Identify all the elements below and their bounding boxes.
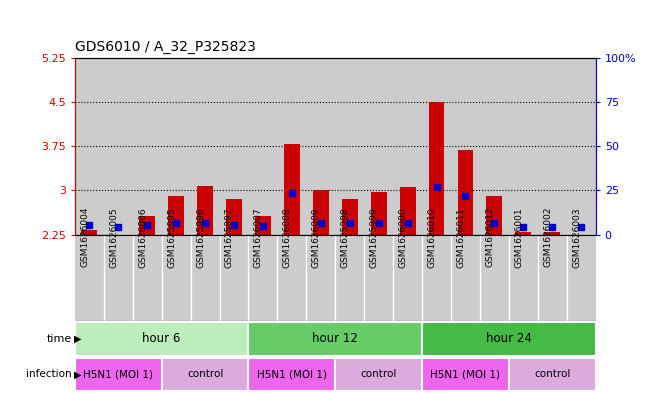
Bar	[342, 199, 357, 235]
Bar	[307, 235, 335, 321]
Bar	[219, 235, 249, 321]
Bar	[538, 58, 567, 235]
Text: infection: infection	[26, 369, 72, 379]
Bar	[451, 235, 480, 321]
Bar	[168, 196, 184, 235]
Bar	[509, 235, 538, 321]
Bar	[249, 58, 277, 235]
Bar	[335, 58, 364, 235]
Bar	[133, 235, 161, 321]
Bar	[422, 58, 451, 235]
Bar	[393, 58, 422, 235]
Text: GSM1626006: GSM1626006	[138, 207, 147, 268]
Bar	[75, 235, 104, 321]
Bar	[277, 58, 307, 235]
Text: H5N1 (MOI 1): H5N1 (MOI 1)	[430, 369, 501, 379]
Bar	[110, 235, 126, 236]
Bar	[81, 230, 97, 235]
Text: GSM1626008: GSM1626008	[283, 207, 292, 268]
Text: GSM1625995: GSM1625995	[167, 207, 176, 268]
Text: GSM1626012: GSM1626012	[486, 207, 494, 268]
Bar	[307, 58, 335, 235]
Bar	[75, 322, 249, 356]
Bar	[544, 231, 561, 235]
Bar	[249, 358, 335, 391]
Text: GSM1626003: GSM1626003	[572, 207, 581, 268]
Bar	[219, 58, 249, 235]
Bar	[191, 235, 219, 321]
Bar	[335, 358, 422, 391]
Text: ▶: ▶	[74, 369, 82, 379]
Bar	[249, 322, 422, 356]
Bar	[428, 102, 445, 235]
Bar	[480, 58, 509, 235]
Text: control: control	[361, 369, 397, 379]
Bar	[277, 235, 307, 321]
Bar	[313, 190, 329, 235]
Bar	[567, 235, 596, 321]
Bar	[161, 358, 249, 391]
Bar	[458, 150, 473, 235]
Bar	[75, 358, 161, 391]
Text: time: time	[46, 334, 72, 344]
Bar	[516, 231, 531, 235]
Bar	[364, 235, 393, 321]
Bar	[400, 187, 415, 235]
Bar	[104, 235, 133, 321]
Text: GSM1626007: GSM1626007	[254, 207, 263, 268]
Bar	[75, 58, 104, 235]
Bar	[139, 216, 155, 235]
Text: GSM1626009: GSM1626009	[312, 207, 321, 268]
Text: GSM1625998: GSM1625998	[340, 207, 350, 268]
Bar	[451, 58, 480, 235]
Text: GSM1626000: GSM1626000	[398, 207, 408, 268]
Bar	[422, 235, 451, 321]
Text: GSM1625997: GSM1625997	[225, 207, 234, 268]
Bar	[104, 58, 133, 235]
Bar	[567, 58, 596, 235]
Text: control: control	[534, 369, 570, 379]
Text: GSM1625996: GSM1625996	[196, 207, 205, 268]
Text: ▶: ▶	[74, 334, 82, 344]
Text: GSM1626004: GSM1626004	[80, 207, 89, 268]
Bar	[509, 358, 596, 391]
Text: hour 6: hour 6	[143, 332, 181, 345]
Bar	[364, 58, 393, 235]
Text: GDS6010 / A_32_P325823: GDS6010 / A_32_P325823	[75, 40, 256, 54]
Text: H5N1 (MOI 1): H5N1 (MOI 1)	[83, 369, 153, 379]
Bar	[255, 216, 271, 235]
Bar	[161, 235, 191, 321]
Bar	[422, 322, 596, 356]
Text: control: control	[187, 369, 223, 379]
Bar	[197, 186, 213, 235]
Bar	[249, 235, 277, 321]
Text: GSM1626001: GSM1626001	[514, 207, 523, 268]
Text: GSM1626010: GSM1626010	[428, 207, 437, 268]
Text: GSM1625999: GSM1625999	[370, 207, 379, 268]
Bar	[509, 58, 538, 235]
Bar	[284, 144, 300, 235]
Text: GSM1626005: GSM1626005	[109, 207, 118, 268]
Bar	[191, 58, 219, 235]
Text: hour 24: hour 24	[486, 332, 532, 345]
Bar	[422, 358, 509, 391]
Text: GSM1626002: GSM1626002	[544, 207, 552, 268]
Bar	[480, 235, 509, 321]
Bar	[226, 199, 242, 235]
Bar	[370, 192, 387, 235]
Bar	[335, 235, 364, 321]
Bar	[538, 235, 567, 321]
Bar	[133, 58, 161, 235]
Bar	[393, 235, 422, 321]
Text: H5N1 (MOI 1): H5N1 (MOI 1)	[257, 369, 327, 379]
Text: GSM1626011: GSM1626011	[456, 207, 465, 268]
Bar	[486, 196, 503, 235]
Text: hour 12: hour 12	[312, 332, 358, 345]
Bar	[161, 58, 191, 235]
